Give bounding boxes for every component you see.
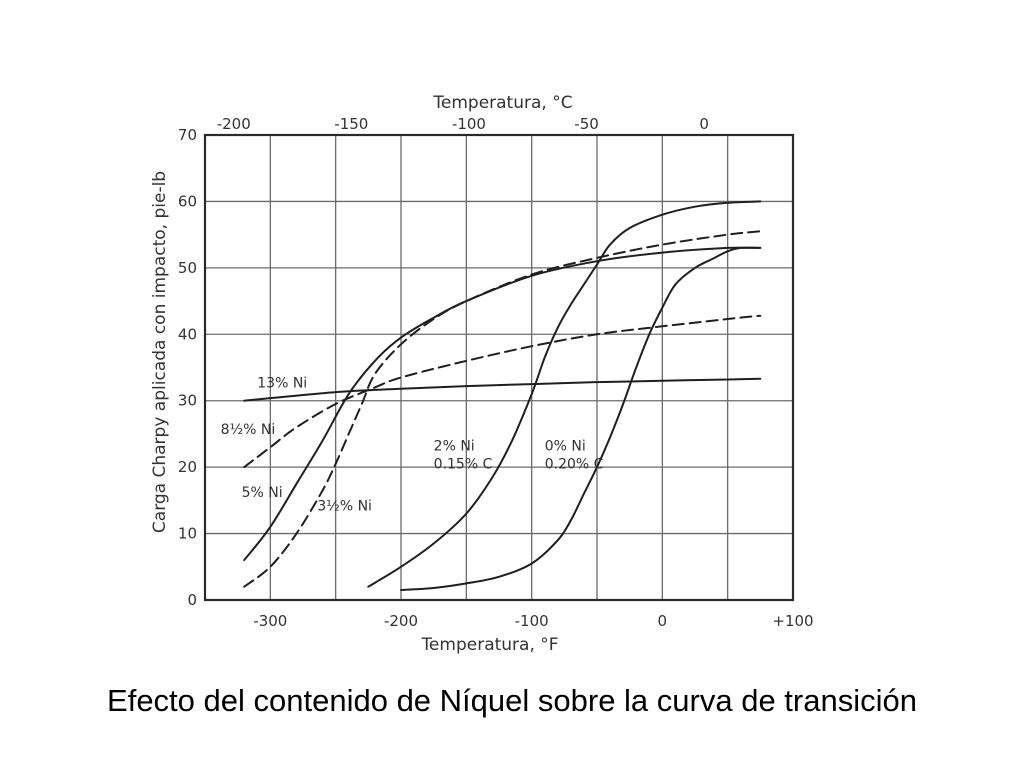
x2-tick-label: -50	[574, 115, 599, 133]
x-tick-label: 0	[658, 612, 668, 630]
series-label: 13% Ni	[257, 375, 307, 391]
series-label: 8½% Ni	[221, 422, 276, 438]
x-axis-title: Temperatura, °F	[420, 635, 558, 655]
series-line-4	[243, 230, 762, 588]
x-tick-label: -300	[253, 612, 287, 630]
series-label: 0.15% C	[434, 457, 493, 473]
plot-frame	[203, 133, 795, 602]
x-tick-label: +100	[772, 612, 813, 630]
y-tick-label: 30	[178, 392, 197, 410]
y-tick-label: 10	[178, 525, 197, 543]
series-label: 5% Ni	[242, 485, 283, 501]
series-line-6	[400, 246, 762, 591]
y-tick-label: 20	[178, 458, 197, 476]
y-tick-label: 70	[178, 126, 197, 144]
y-tick-label: 60	[178, 192, 197, 210]
series-line-3	[243, 246, 762, 562]
x-tick-label: -200	[384, 612, 418, 630]
curve-series	[243, 200, 762, 591]
series-line-5	[367, 200, 762, 588]
figure-caption: Efecto del contenido de Níquel sobre la …	[107, 683, 917, 718]
x2-tick-label: -200	[217, 115, 251, 133]
series-line-1	[243, 377, 762, 402]
series-label: 0% Ni	[545, 439, 586, 455]
y-tick-label: 0	[187, 591, 197, 609]
y-axis-title: Carga Charpy aplicada con impacto, pie-l…	[150, 171, 170, 533]
nickel-transition-chart: 0 10 20 30 40 50 60 70 -300 -200 -100 0 +100 -200 -150…	[150, 93, 814, 655]
curve-labels: 13% Ni 8½% Ni 5% Ni 3½% Ni 2% Ni 0.15% C 0% Ni…	[221, 375, 604, 514]
x2-tick-label: 0	[699, 115, 709, 133]
series-label: 2% Ni	[434, 439, 475, 455]
x-tick-label: -100	[515, 612, 549, 630]
series-line-2	[243, 314, 762, 469]
series-label: 0.20% C	[545, 457, 604, 473]
x2-tick-label: -100	[452, 115, 486, 133]
series-label: 3½% Ni	[317, 498, 372, 514]
x2-axis-title: Temperatura, °C	[432, 93, 572, 113]
y-tick-label: 50	[178, 259, 197, 277]
x2-tick-label: -150	[334, 115, 368, 133]
tick-labels: 0 10 20 30 40 50 60 70 -300 -200 -100 0 +100 -200 -150…	[178, 115, 814, 630]
y-tick-label: 40	[178, 325, 197, 343]
